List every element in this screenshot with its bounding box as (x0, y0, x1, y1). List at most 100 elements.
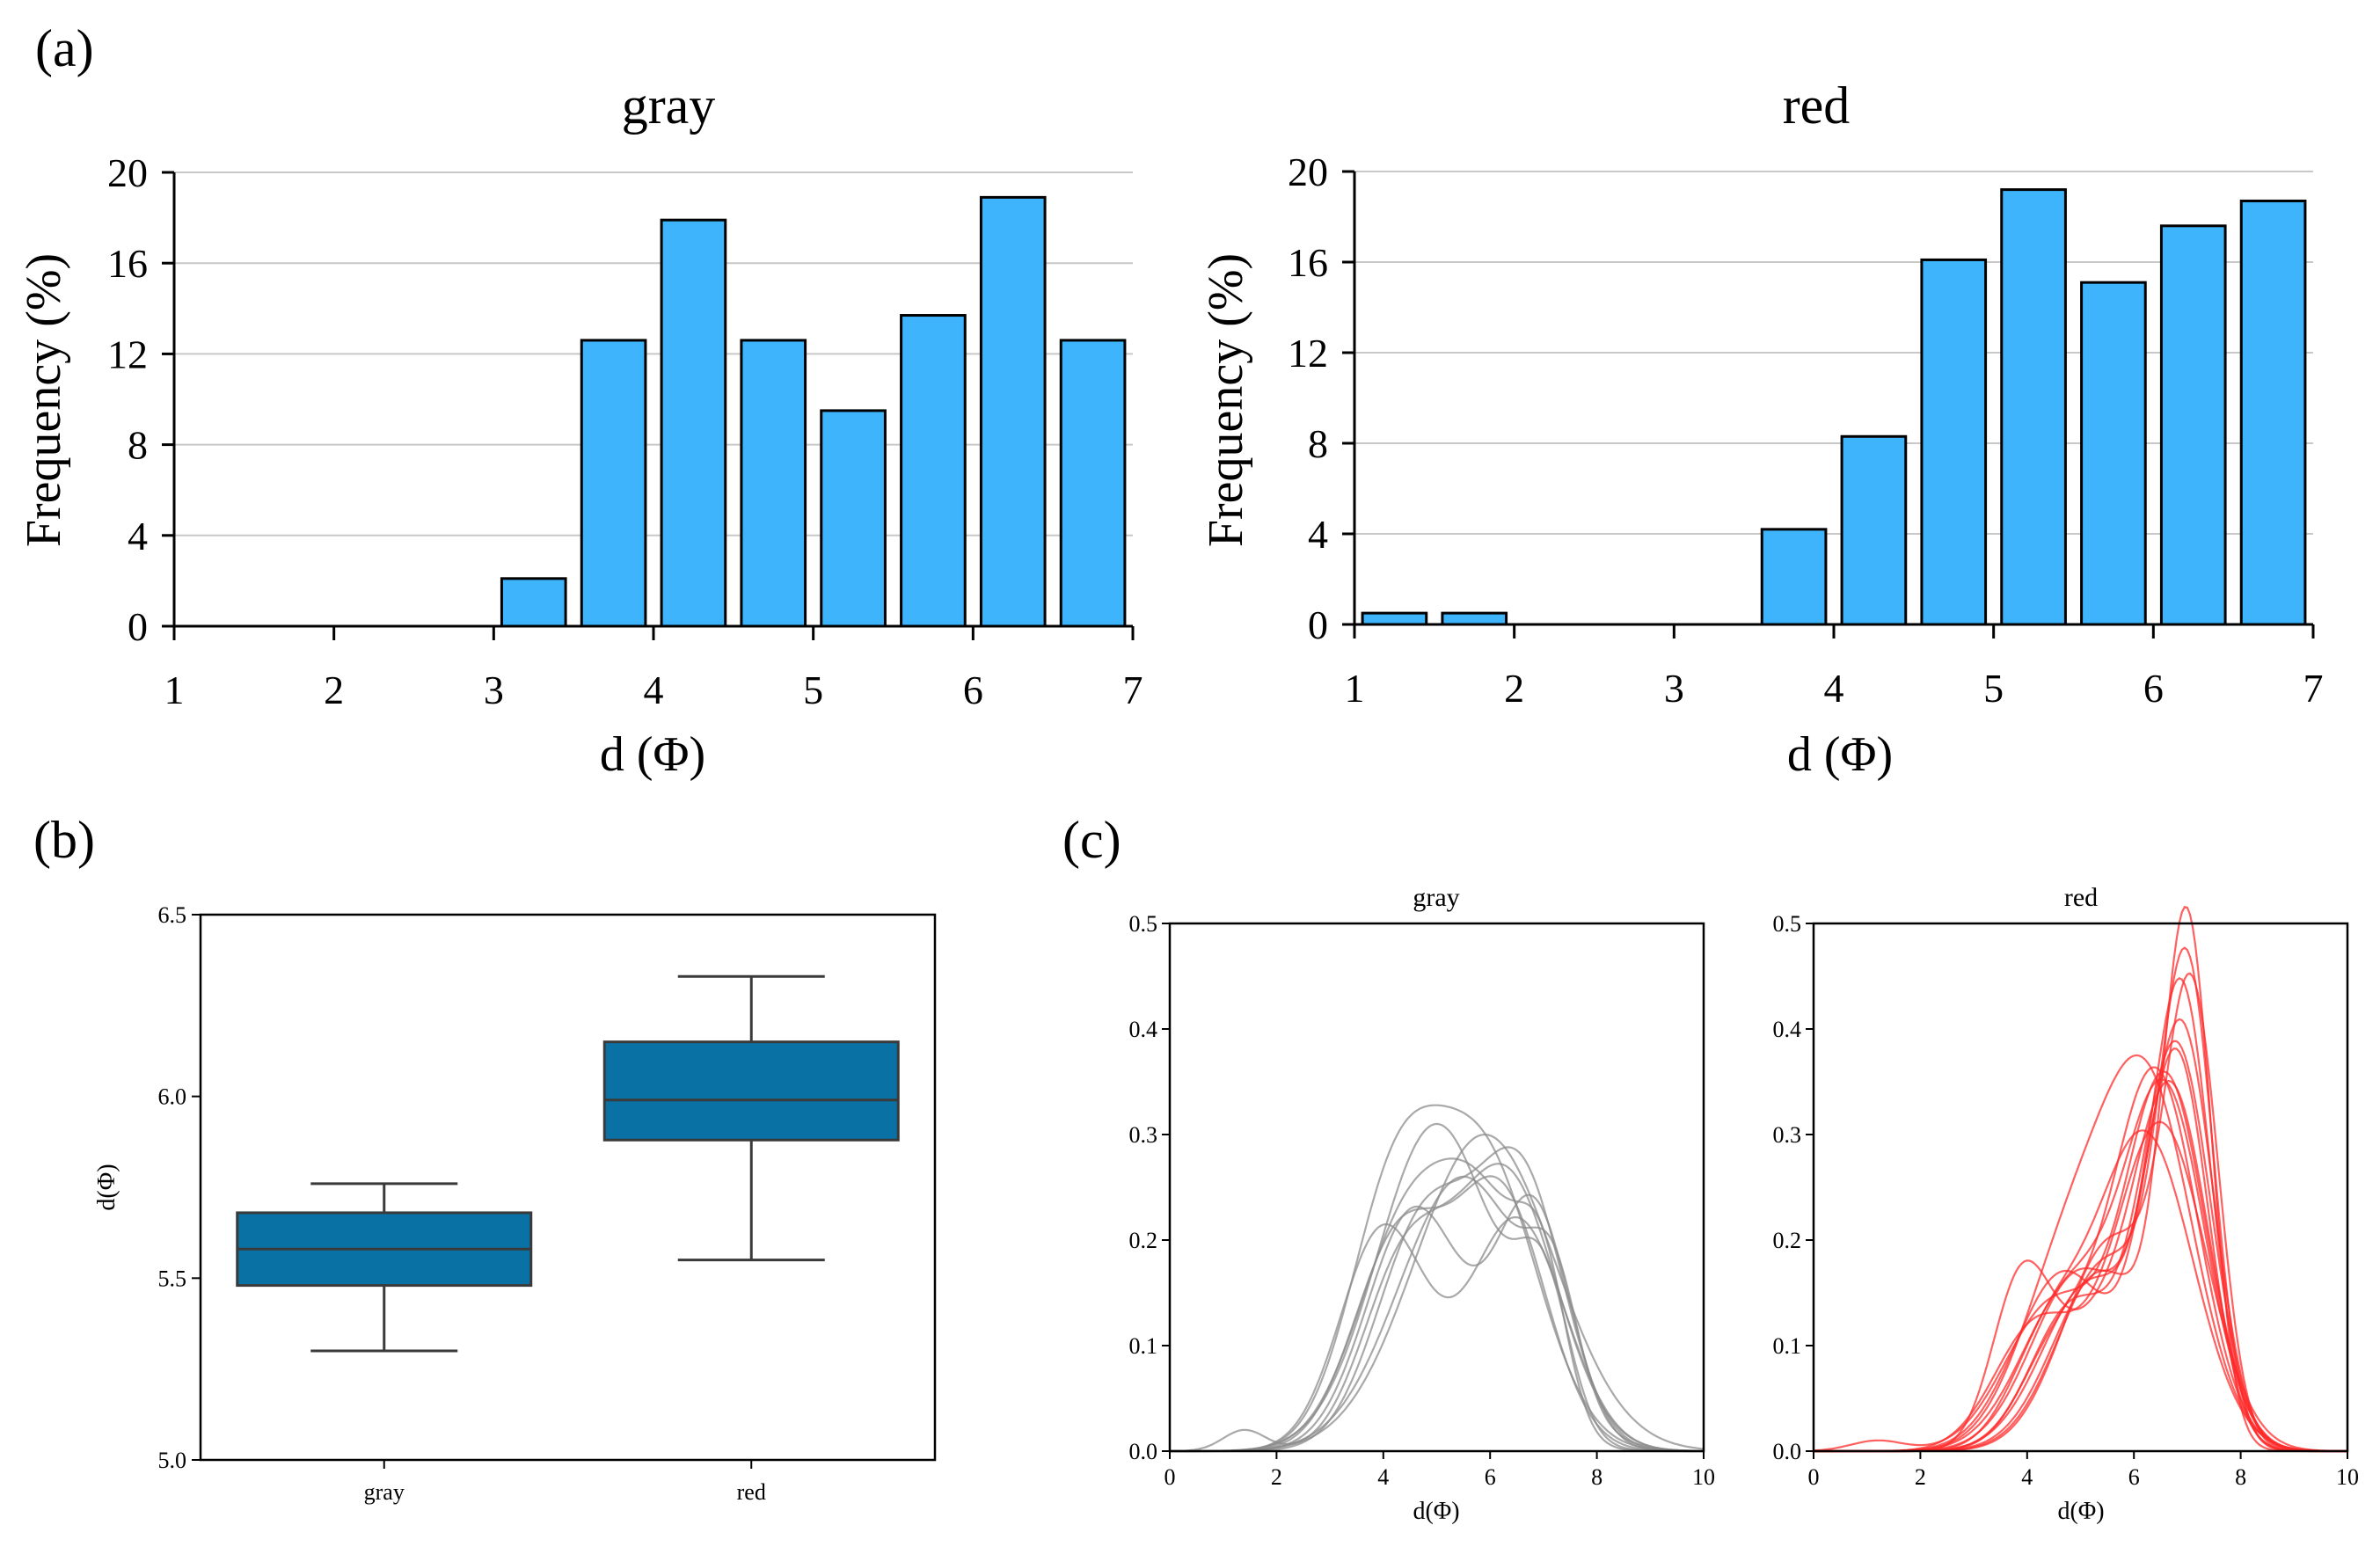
density-curve-r5 (1814, 1066, 2347, 1453)
bar (1840, 434, 1908, 626)
density-curve-r10 (1814, 946, 2347, 1453)
density-curve-r13 (1813, 1070, 2347, 1453)
bar (820, 409, 887, 628)
density-curves (1170, 1104, 1705, 1453)
x-tick-label: 1 (164, 668, 185, 712)
x-tick-label: 5 (803, 668, 823, 712)
density-curve-g3 (1170, 1122, 1704, 1453)
bar (1920, 258, 1988, 626)
x-tick-label: 8 (2235, 1464, 2246, 1490)
boxes (236, 974, 900, 1353)
density-curve-r4 (1814, 1078, 2347, 1453)
y-tick-label: 0 (1308, 602, 1328, 647)
y-axis-label: Frequency (%) (17, 253, 71, 547)
density-curve-r14 (1814, 1054, 2347, 1453)
x-tick-label: 7 (1123, 668, 1143, 712)
axes: 0 2 4 6 8 10 0.0 0.1 0.2 0.3 0.4 0.5 (1773, 911, 2360, 1490)
x-tick-label: 3 (484, 668, 504, 712)
bar (2080, 281, 2147, 626)
plot-frame (1812, 922, 2349, 1453)
density-curve-g10 (1170, 1104, 1704, 1453)
y-tick-label: 0.5 (1773, 911, 1802, 937)
chart-title: red (2064, 883, 2098, 912)
x-axis-label: d(Φ) (1413, 1498, 1459, 1525)
y-tick-label: 0.0 (1129, 1439, 1158, 1464)
y-axis-label: d(Φ) (93, 1164, 120, 1210)
x-tick-label: 2 (324, 668, 344, 712)
plot-frame (1168, 922, 1705, 1453)
x-tick-label: 4 (2021, 1464, 2033, 1490)
bar (1760, 528, 1828, 626)
y-tick-label: 5.0 (158, 1448, 187, 1473)
gridlines (174, 171, 1133, 536)
y-tick-label: 0.4 (1129, 1017, 1158, 1042)
density-curve-r2 (1814, 977, 2347, 1453)
y-tick-label: 0 (128, 604, 148, 649)
y-tick-label: 0.1 (1773, 1333, 1802, 1359)
x-tick-label: gray (364, 1479, 405, 1505)
x-axis-label: d (Φ) (1787, 727, 1893, 782)
y-tick-label: 12 (1288, 331, 1328, 376)
x-axis-label: d(Φ) (2057, 1498, 2104, 1525)
y-tick-label: 0.5 (1129, 911, 1158, 937)
plot-frame (199, 913, 937, 1462)
chart-title: gray (622, 77, 716, 135)
y-tick-label: 0.4 (1773, 1017, 1802, 1042)
bars (182, 195, 1127, 628)
bar (1059, 339, 1127, 628)
x-tick-label: 4 (1824, 666, 1844, 711)
x-tick-label: 5 (1983, 666, 2004, 711)
x-tick-label: 6 (963, 668, 983, 712)
x-tick-label: 2 (1915, 1464, 1926, 1490)
density-curves (1813, 905, 2348, 1453)
y-tick-label: 0.0 (1773, 1439, 1802, 1464)
density-curve-g9 (1170, 1133, 1705, 1453)
bar (2000, 188, 2067, 626)
x-tick-label: 8 (1591, 1464, 1602, 1490)
y-tick-label: 4 (1308, 512, 1328, 557)
x-tick-label: 0 (1164, 1464, 1176, 1490)
panel-label-a: (a) (35, 19, 94, 77)
panel-label-c: (c) (1062, 811, 1121, 869)
box-red (602, 1040, 900, 1142)
chart-title: gray (1413, 883, 1459, 912)
y-tick-label: 6.0 (158, 1084, 187, 1110)
y-axis-label: Frequency (%) (1199, 253, 1253, 547)
x-tick-label: 2 (1271, 1464, 1282, 1490)
axes: 0 2 4 6 8 10 0.0 0.1 0.2 0.3 0.4 0.5 (1129, 911, 1716, 1490)
y-tick-label: 8 (128, 423, 148, 468)
x-tick-label: 4 (644, 668, 664, 712)
bars (1361, 188, 2307, 626)
bar (900, 314, 967, 628)
density-curve-g4 (1170, 1193, 1704, 1453)
bar (580, 339, 647, 628)
density-curve-g5 (1170, 1175, 1704, 1453)
x-tick-label: 0 (1808, 1464, 1820, 1490)
x-tick-label: 7 (2303, 666, 2324, 711)
bar (500, 577, 567, 628)
axes: gray red 5.0 5.5 6.0 6.5 (158, 902, 937, 1505)
y-tick-label: 20 (1288, 150, 1328, 194)
x-tick-label: 6 (2143, 666, 2164, 711)
density-curve-r9 (1814, 1129, 2348, 1453)
bar (2159, 224, 2227, 626)
density-curve-g1 (1170, 1175, 1704, 1453)
x-tick-label: 3 (1664, 666, 1684, 711)
y-tick-label: 8 (1308, 421, 1328, 466)
x-tick-label: 6 (2128, 1464, 2140, 1490)
kde-red: 0 2 4 6 8 10 0.0 0.1 0.2 0.3 0.4 0.5 red d(Φ) (1773, 883, 2360, 1525)
y-tick-label: 4 (128, 514, 148, 558)
bar (2239, 199, 2307, 626)
y-tick-label: 0.2 (1129, 1228, 1158, 1253)
bar (660, 218, 727, 628)
y-tick-label: 5.5 (158, 1266, 187, 1291)
x-tick-label: 1 (1345, 666, 1365, 711)
x-tick-label: 2 (1504, 666, 1524, 711)
x-tick-label: 6 (1485, 1464, 1496, 1490)
panel-label-b: (b) (33, 811, 95, 869)
